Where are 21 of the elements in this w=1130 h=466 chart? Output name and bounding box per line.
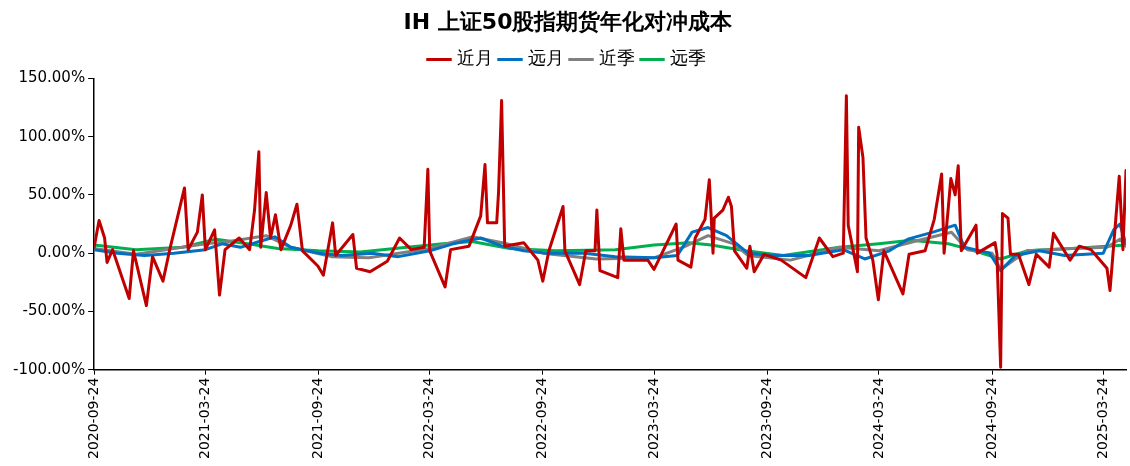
y-tick-label: 0.00% — [37, 243, 86, 262]
x-tick-label: 2025-03-24 — [1093, 377, 1110, 460]
legend-label: 远季 — [670, 47, 706, 69]
chart-title: IH 上证50股指期货年化对冲成本 — [403, 8, 734, 34]
x-tick-label: 2021-09-24 — [309, 377, 326, 460]
legend-label: 近季 — [599, 47, 635, 69]
y-tick-label: 150.00% — [18, 68, 86, 87]
x-tick-label: 2022-03-24 — [420, 377, 437, 460]
legend-label: 近月 — [457, 47, 493, 69]
legend-label: 远月 — [528, 47, 564, 69]
y-tick-label: 100.00% — [18, 126, 86, 145]
x-tick-label: 2021-03-24 — [196, 377, 213, 460]
y-tick-label: -100.00% — [12, 359, 86, 378]
x-tick-label: 2023-09-24 — [757, 377, 774, 460]
x-tick-label: 2024-09-24 — [982, 377, 999, 460]
x-tick-label: 2022-09-24 — [533, 377, 550, 460]
x-tick-label: 2024-03-24 — [869, 377, 886, 460]
x-tick-label: 2023-03-24 — [644, 377, 661, 460]
x-tick-label: 2020-09-24 — [84, 377, 101, 460]
y-tick-label: 50.00% — [27, 184, 86, 203]
y-tick-label: -50.00% — [22, 301, 86, 320]
